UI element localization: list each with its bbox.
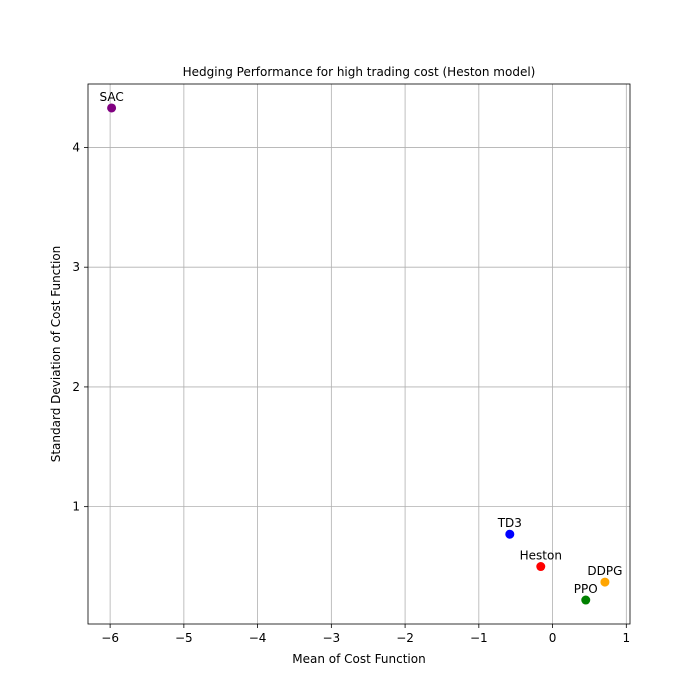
x-tick-label: −2 xyxy=(396,631,414,645)
data-point-sac xyxy=(107,103,117,113)
x-tick-label: −5 xyxy=(175,631,193,645)
grid-layer xyxy=(88,84,630,624)
y-tick-label: 3 xyxy=(72,260,80,274)
point-label-sac: SAC xyxy=(99,90,123,104)
x-axis-ticks: −6 −5 −4 −3 −2 −1 0 1 xyxy=(101,624,630,645)
x-tick-label: 1 xyxy=(622,631,630,645)
data-point-ppo xyxy=(581,595,591,605)
x-tick-label: −1 xyxy=(470,631,488,645)
x-tick-label: −4 xyxy=(249,631,267,645)
y-tick-label: 4 xyxy=(72,140,80,154)
point-label-heston: Heston xyxy=(520,549,562,563)
point-label-td3: TD3 xyxy=(497,516,522,530)
x-tick-label: 0 xyxy=(549,631,557,645)
plot-frame xyxy=(87,83,631,625)
data-point-td3 xyxy=(505,529,515,539)
y-tick-label: 2 xyxy=(72,380,80,394)
x-tick-label: −3 xyxy=(322,631,340,645)
chart-title: Hedging Performance for high trading cos… xyxy=(183,65,536,79)
y-tick-label: 1 xyxy=(72,500,80,514)
y-axis-ticks: 1 2 3 4 xyxy=(72,140,88,514)
y-axis-label: Standard Deviation of Cost Function xyxy=(49,246,63,463)
point-label-ddpg: DDPG xyxy=(587,564,622,578)
points-layer: SAC TD3 Heston DDPG PPO xyxy=(99,90,622,605)
data-point-heston xyxy=(536,562,546,572)
x-axis-label: Mean of Cost Function xyxy=(292,652,425,666)
x-tick-label: −6 xyxy=(101,631,119,645)
data-point-ddpg xyxy=(600,577,610,587)
point-label-ppo: PPO xyxy=(574,582,598,596)
